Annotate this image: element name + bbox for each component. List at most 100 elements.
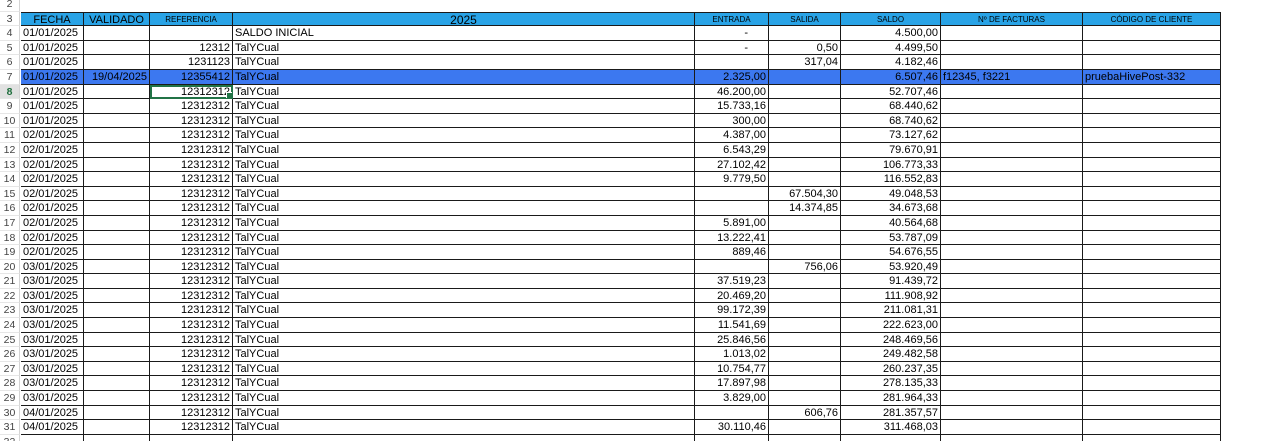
cell-salida[interactable]	[769, 245, 841, 260]
cell-entrada[interactable]: 2.325,00	[695, 69, 769, 85]
cell-ref[interactable]: 12312312	[150, 405, 233, 421]
cell-concepto[interactable]: TalYCual	[233, 69, 695, 85]
cell-fecha[interactable]: 02/01/2025	[21, 215, 84, 231]
cell-concepto[interactable]: TalYCual	[233, 84, 695, 100]
cell-concepto[interactable]: TalYCual	[233, 259, 695, 275]
cell-saldo[interactable]: 52.707,46	[841, 84, 941, 100]
row-number[interactable]: 13	[0, 157, 20, 173]
cell-concepto[interactable]: TalYCual	[233, 405, 695, 421]
cell-facturas[interactable]	[941, 259, 1083, 275]
cell-cliente[interactable]	[1083, 405, 1221, 421]
cell-concepto[interactable]: TalYCual	[233, 113, 695, 129]
cell-cliente[interactable]	[1083, 113, 1221, 129]
cell-cliente[interactable]	[1083, 376, 1221, 392]
cell-fecha[interactable]: 01/01/2025	[21, 26, 84, 41]
cell-fecha[interactable]: 04/01/2025	[21, 420, 84, 435]
cell-concepto[interactable]: TalYCual	[233, 288, 695, 304]
row-number[interactable]: 25	[0, 332, 20, 348]
cell-ref[interactable]: 12312312	[150, 332, 233, 348]
cell-facturas[interactable]	[941, 288, 1083, 304]
cell-ref[interactable]: 12312312	[150, 113, 233, 129]
cell-salida[interactable]	[769, 69, 841, 85]
cell-concepto[interactable]: TalYCual	[233, 303, 695, 319]
cell-salida[interactable]	[769, 84, 841, 100]
row-number[interactable]: 30	[0, 405, 20, 421]
cell-validado[interactable]	[84, 347, 150, 362]
cell-saldo[interactable]: 40.564,68	[841, 215, 941, 231]
row-number[interactable]: 18	[0, 230, 20, 246]
cell-saldo[interactable]: 222.623,00	[841, 318, 941, 333]
cell-salida[interactable]	[769, 332, 841, 348]
cell-cliente[interactable]	[1083, 40, 1221, 56]
cell-salida[interactable]	[769, 142, 841, 158]
cell-saldo[interactable]: 278.135,33	[841, 376, 941, 392]
cell-fecha[interactable]: 03/01/2025	[21, 376, 84, 392]
cell-facturas[interactable]	[941, 55, 1083, 70]
cell-ref[interactable]	[150, 26, 233, 41]
column-header-entrada[interactable]: ENTRADA	[695, 11, 769, 27]
cell-entrada[interactable]: 20.469,20	[695, 288, 769, 304]
row-number[interactable]: 9	[0, 99, 20, 114]
cell-facturas[interactable]	[941, 186, 1083, 202]
cell-salida[interactable]: 67.504,30	[769, 186, 841, 202]
row-number[interactable]: 22	[0, 288, 20, 304]
cell-ref[interactable]: 12312312	[150, 84, 233, 100]
cell-entrada[interactable]: 37.519,23	[695, 274, 769, 289]
cell-fecha[interactable]: 03/01/2025	[21, 318, 84, 333]
cell-fecha[interactable]: 02/01/2025	[21, 201, 84, 216]
cell-saldo[interactable]: 53.787,09	[841, 230, 941, 246]
cell-saldo[interactable]: 4.182,46	[841, 55, 941, 70]
cell-ref[interactable]: 12355412	[150, 69, 233, 85]
cell-concepto[interactable]: TalYCual	[233, 245, 695, 260]
cell-facturas[interactable]	[941, 157, 1083, 173]
row-number[interactable]: 10	[0, 113, 20, 129]
cell-ref[interactable]: 12312312	[150, 142, 233, 158]
cell-validado[interactable]	[84, 128, 150, 143]
cell-fecha[interactable]: 02/01/2025	[21, 157, 84, 173]
cell-saldo[interactable]: 260.237,35	[841, 361, 941, 377]
cell-concepto[interactable]: TalYCual	[233, 172, 695, 187]
cell-validado[interactable]	[84, 288, 150, 304]
cell-entrada[interactable]: 25.846,56	[695, 332, 769, 348]
row-number[interactable]: 21	[0, 274, 20, 289]
cell-concepto[interactable]: TalYCual	[233, 420, 695, 435]
cell-cliente[interactable]	[1083, 274, 1221, 289]
cell-fecha[interactable]: 02/01/2025	[21, 128, 84, 143]
cell-ref[interactable]: 12312312	[150, 157, 233, 173]
cell-salida[interactable]	[769, 376, 841, 392]
cell-facturas[interactable]	[941, 318, 1083, 333]
cell-cliente[interactable]	[1083, 420, 1221, 435]
cell-cliente[interactable]	[1083, 332, 1221, 348]
cell-fecha[interactable]: 03/01/2025	[21, 259, 84, 275]
cell-fecha[interactable]: 01/01/2025	[21, 40, 84, 56]
row-number[interactable]: 5	[0, 40, 20, 56]
cell-cliente[interactable]	[1083, 157, 1221, 173]
cell-saldo[interactable]: 54.676,55	[841, 245, 941, 260]
cell-validado[interactable]	[84, 84, 150, 100]
cell-fecha[interactable]: 03/01/2025	[21, 332, 84, 348]
cell-facturas[interactable]	[941, 113, 1083, 129]
row-number[interactable]: 17	[0, 215, 20, 231]
cell-salida[interactable]	[769, 230, 841, 246]
cell-facturas[interactable]	[941, 274, 1083, 289]
cell-salida[interactable]	[769, 420, 841, 435]
cell-entrada[interactable]	[695, 259, 769, 275]
cell-facturas[interactable]	[941, 215, 1083, 231]
cell-concepto[interactable]: TalYCual	[233, 142, 695, 158]
column-header-facturas[interactable]: Nº DE FACTURAS	[941, 11, 1083, 27]
cell-validado[interactable]	[84, 186, 150, 202]
cell-ref[interactable]: 12312312	[150, 215, 233, 231]
cell-validado[interactable]	[84, 172, 150, 187]
cell-saldo[interactable]: 249.482,58	[841, 347, 941, 362]
cell-cliente[interactable]: pruebaHivePost-332	[1083, 69, 1221, 85]
cell-facturas[interactable]	[941, 40, 1083, 56]
cell-entrada[interactable]: 46.200,00	[695, 84, 769, 100]
cell-concepto[interactable]: TalYCual	[233, 361, 695, 377]
cell-ref[interactable]: 12312312	[150, 186, 233, 202]
cell-validado[interactable]	[84, 201, 150, 216]
cell-salida[interactable]	[769, 99, 841, 114]
cell-salida[interactable]	[769, 172, 841, 187]
cell-ref[interactable]: 12312312	[150, 288, 233, 304]
cell-cliente[interactable]	[1083, 26, 1221, 41]
cell-saldo[interactable]: 73.127,62	[841, 128, 941, 143]
